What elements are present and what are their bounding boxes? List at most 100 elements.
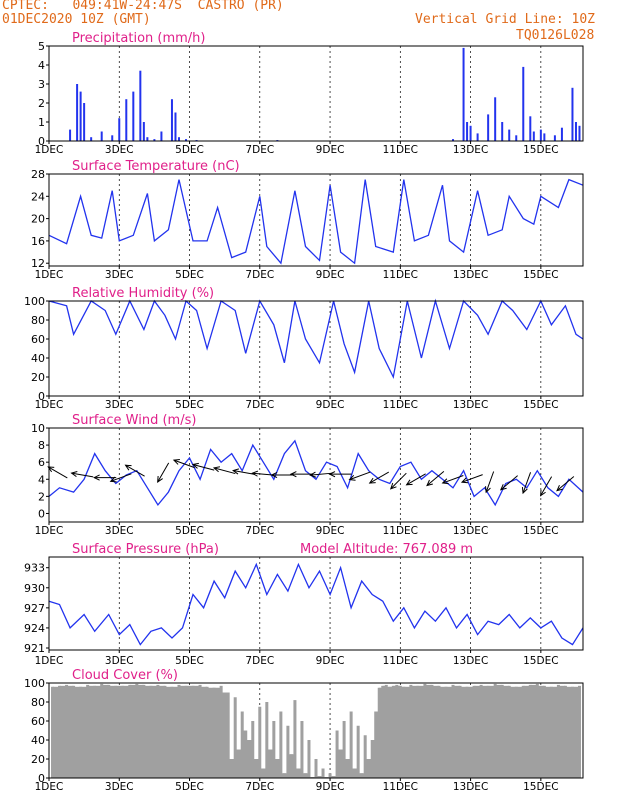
y-tick-label: 930 (24, 582, 45, 595)
x-tick-label: 1DEC (35, 781, 64, 793)
y-tick-label: 60 (31, 715, 45, 728)
x-tick-label: 5DEC (175, 269, 204, 281)
bar (523, 685, 531, 778)
wind-vector (213, 467, 236, 475)
x-tick-label: 15DEC (523, 781, 558, 793)
wind-vector-head (289, 471, 297, 478)
bar (174, 112, 177, 141)
bar (328, 773, 332, 778)
bar (466, 122, 469, 141)
bar (286, 725, 290, 778)
bar (118, 118, 121, 141)
y-tick-label: 20 (31, 213, 45, 226)
x-tick-label: 15DEC (523, 269, 558, 281)
bar (347, 759, 352, 778)
y-tick-label: 2 (38, 490, 45, 503)
wind-vector (233, 470, 255, 475)
x-tick-label: 3DEC (105, 781, 134, 793)
bar (139, 70, 142, 141)
bar (539, 129, 542, 141)
wind-vector (71, 472, 94, 478)
bar (515, 135, 518, 141)
bar (410, 685, 418, 778)
wind-vector-head (556, 484, 563, 492)
wind-vector-head (309, 471, 317, 478)
y-tick-label: 12 (31, 257, 45, 270)
bar (305, 773, 309, 778)
bar (256, 759, 260, 778)
x-tick-label: 3DEC (105, 144, 134, 156)
bar (330, 776, 334, 778)
bar (571, 87, 574, 141)
x-tick-label: 13DEC (453, 269, 488, 281)
x-tick-label: 5DEC (175, 781, 204, 793)
series-line (48, 298, 584, 380)
plot-frame (48, 427, 584, 523)
bar (349, 711, 353, 778)
bar (76, 84, 79, 141)
y-tick-label: 10 (31, 422, 45, 435)
bar (361, 773, 366, 778)
bar (83, 103, 86, 141)
chart-title: Cloud Cover (%) (72, 668, 178, 683)
bar (382, 685, 387, 778)
y-tick-label: 0 (38, 390, 45, 403)
x-tick-label: 11DEC (383, 144, 418, 156)
bar (178, 685, 187, 778)
panel-temp: 12 16 20 24 28 1DEC 3DEC 5DEC 7DEC 9DEC 11DEC 13DEC… (31, 159, 584, 281)
chart-title: Relative Humidity (%) (72, 286, 214, 301)
x-tick-label: 11DEC (383, 781, 418, 793)
bar (351, 768, 355, 778)
wind-vector-head (348, 474, 356, 481)
bar (263, 768, 267, 778)
bar (467, 686, 475, 778)
bar (259, 768, 264, 778)
wind-vector (522, 472, 532, 494)
bar (551, 686, 559, 778)
x-tick-label: 3DEC (105, 655, 134, 667)
bar (294, 768, 299, 778)
x-tick-label: 9DEC (316, 655, 345, 667)
wind-vector (48, 466, 68, 479)
bar (462, 47, 465, 141)
x-tick-label: 11DEC (383, 269, 418, 281)
y-tick-label: 40 (31, 734, 45, 747)
bar (129, 684, 137, 778)
wind-vector-head (499, 484, 507, 491)
bar (368, 759, 373, 778)
bar (424, 684, 432, 778)
bar (79, 91, 82, 141)
y-tick-label: 20 (31, 753, 45, 766)
bar (238, 749, 243, 778)
x-tick-label: 11DEC (383, 655, 418, 667)
x-tick-label: 15DEC (523, 655, 558, 667)
x-tick-label: 3DEC (105, 525, 134, 537)
wind-vector (461, 474, 483, 483)
wind-vector-head (270, 471, 278, 479)
bar (207, 687, 215, 778)
plot-frame (48, 300, 584, 397)
bar (431, 685, 439, 778)
bar (108, 685, 116, 778)
y-tick-label: 8 (38, 439, 45, 452)
x-tick-label: 9DEC (316, 781, 345, 793)
x-tick-label: 5DEC (175, 144, 204, 156)
y-tick-label: 20 (31, 371, 45, 384)
bar (508, 129, 511, 141)
bar (146, 137, 149, 141)
y-tick-label: 80 (31, 696, 45, 709)
x-tick-label: 1DEC (35, 525, 64, 537)
bar (80, 686, 88, 778)
bar (136, 684, 144, 778)
bar (291, 754, 295, 778)
bar (474, 685, 482, 778)
wind-vector (110, 473, 132, 482)
y-tick-label: 927 (24, 602, 45, 615)
bar (572, 686, 580, 778)
bar (293, 700, 297, 778)
x-tick-label: 5DEC (175, 525, 204, 537)
bar (356, 725, 360, 778)
wind-vector-head (251, 470, 259, 477)
bar (333, 776, 338, 778)
wind-vector-head (485, 486, 491, 494)
